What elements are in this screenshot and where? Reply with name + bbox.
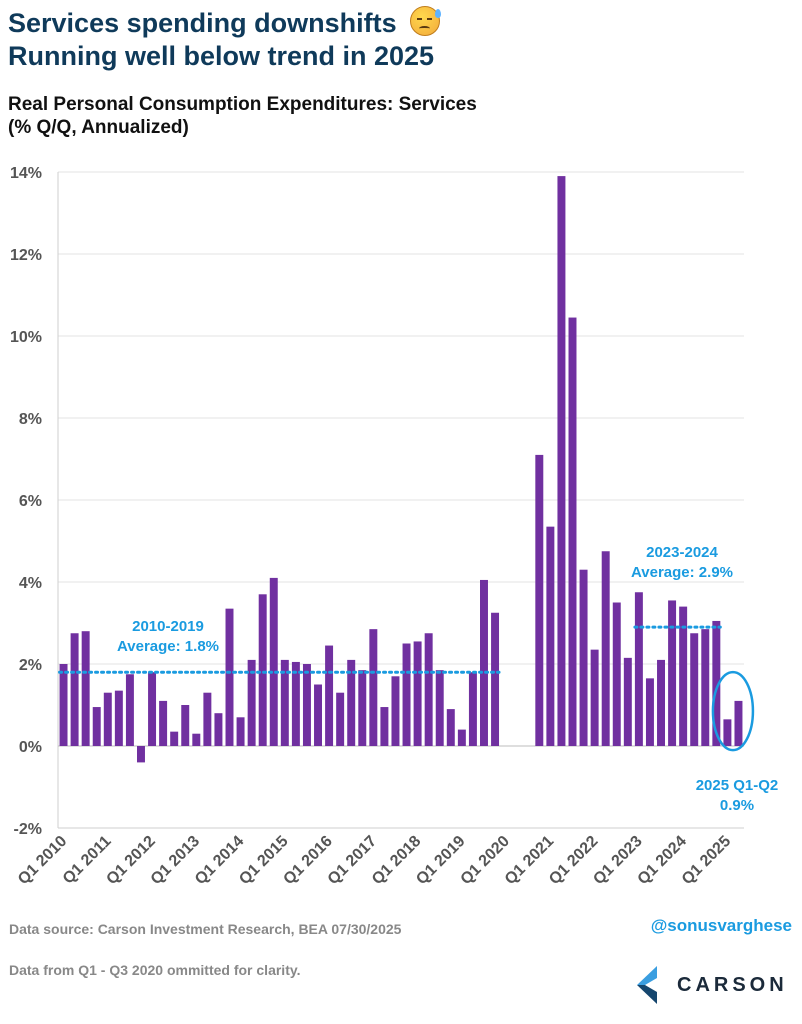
bar xyxy=(690,633,699,746)
bar xyxy=(468,672,477,746)
y-tick-label: 14% xyxy=(10,165,42,182)
x-tick-label: Q1 2025 xyxy=(679,833,734,888)
headline-line-2: Running well below trend in 2025 xyxy=(8,41,435,71)
bar xyxy=(103,692,112,746)
bar xyxy=(435,670,444,746)
average-value-label: Average: 1.8% xyxy=(117,638,219,655)
bar xyxy=(269,577,278,746)
bar xyxy=(92,707,101,746)
bar xyxy=(302,664,311,746)
subtitle-line-2: (% Q/Q, Annualized) xyxy=(8,117,189,138)
carson-mark-icon xyxy=(637,966,657,1004)
bar xyxy=(634,592,643,746)
bar xyxy=(424,633,433,746)
bar xyxy=(336,692,345,746)
bar xyxy=(657,659,665,746)
bar xyxy=(446,709,455,746)
bar xyxy=(535,454,544,746)
bar xyxy=(623,657,632,746)
bar xyxy=(590,649,599,746)
y-tick-label: 0% xyxy=(19,739,42,756)
bar xyxy=(114,690,123,746)
bar xyxy=(225,608,234,746)
bar xyxy=(391,676,400,746)
average-value-label: Average: 2.9% xyxy=(631,564,733,581)
bar xyxy=(59,664,68,746)
bar xyxy=(280,659,289,746)
bar xyxy=(70,633,79,746)
data-note: Data from Q1 - Q3 2020 ommitted for clar… xyxy=(9,962,301,978)
bar xyxy=(457,729,466,746)
y-tick-label: 2% xyxy=(19,657,42,674)
bar xyxy=(668,600,677,746)
bar xyxy=(402,643,411,746)
y-tick-label: 12% xyxy=(10,247,42,264)
y-tick-label: 4% xyxy=(19,575,42,592)
average-label: 2010-2019 xyxy=(132,618,204,635)
bar xyxy=(325,645,334,746)
highlight-value-label: 0.9% xyxy=(720,797,754,814)
bar xyxy=(369,629,378,746)
data-source: Data source: Carson Investment Research,… xyxy=(9,921,402,937)
average-label: 2023-2024 xyxy=(646,544,718,561)
y-tick-label: 6% xyxy=(19,493,42,510)
highlight-label: 2025 Q1-Q2 xyxy=(696,777,779,794)
bar xyxy=(413,641,422,746)
bar xyxy=(358,670,367,746)
bar xyxy=(601,551,610,746)
downcast-sweat-emoji-icon xyxy=(410,6,442,36)
carson-logo: CARSON xyxy=(637,966,787,1006)
bar xyxy=(203,692,212,746)
chart-subtitle: Real Personal Consumption Expenditures: … xyxy=(8,93,477,139)
bar xyxy=(137,746,145,763)
y-tick-label: -2% xyxy=(14,821,42,838)
bar xyxy=(314,684,322,746)
y-tick-label: 8% xyxy=(19,411,42,428)
bar xyxy=(734,700,743,746)
bar xyxy=(712,620,721,746)
bar xyxy=(579,569,588,746)
bar xyxy=(247,659,256,746)
bar xyxy=(291,661,300,746)
bar xyxy=(192,733,201,746)
bar xyxy=(568,317,577,746)
bar xyxy=(546,526,555,746)
bar xyxy=(214,713,223,746)
bar xyxy=(125,674,134,746)
bar xyxy=(181,705,190,746)
bar xyxy=(380,707,389,746)
bar xyxy=(347,659,356,746)
bar xyxy=(258,594,267,746)
bar xyxy=(148,672,157,746)
subtitle-line-1: Real Personal Consumption Expenditures: … xyxy=(8,94,477,115)
bar xyxy=(679,606,688,746)
author-handle[interactable]: @sonusvarghese xyxy=(650,916,792,935)
bar xyxy=(612,602,621,746)
bar xyxy=(645,678,654,746)
bar xyxy=(723,719,732,746)
bar xyxy=(170,731,179,746)
bar xyxy=(701,629,710,746)
headline-line-1: Services spending downshifts xyxy=(8,6,442,40)
carson-wordmark: CARSON xyxy=(677,974,788,996)
highlight-ellipse xyxy=(711,670,755,752)
bar xyxy=(480,579,488,746)
headline: Services spending downshifts Running wel… xyxy=(8,6,442,73)
bar xyxy=(159,700,168,746)
bar xyxy=(81,631,90,746)
bar xyxy=(491,612,500,746)
bar xyxy=(236,717,245,746)
x-tick-label: Q1 2010 xyxy=(15,833,70,888)
y-tick-label: 10% xyxy=(10,329,42,346)
bar xyxy=(557,176,566,747)
